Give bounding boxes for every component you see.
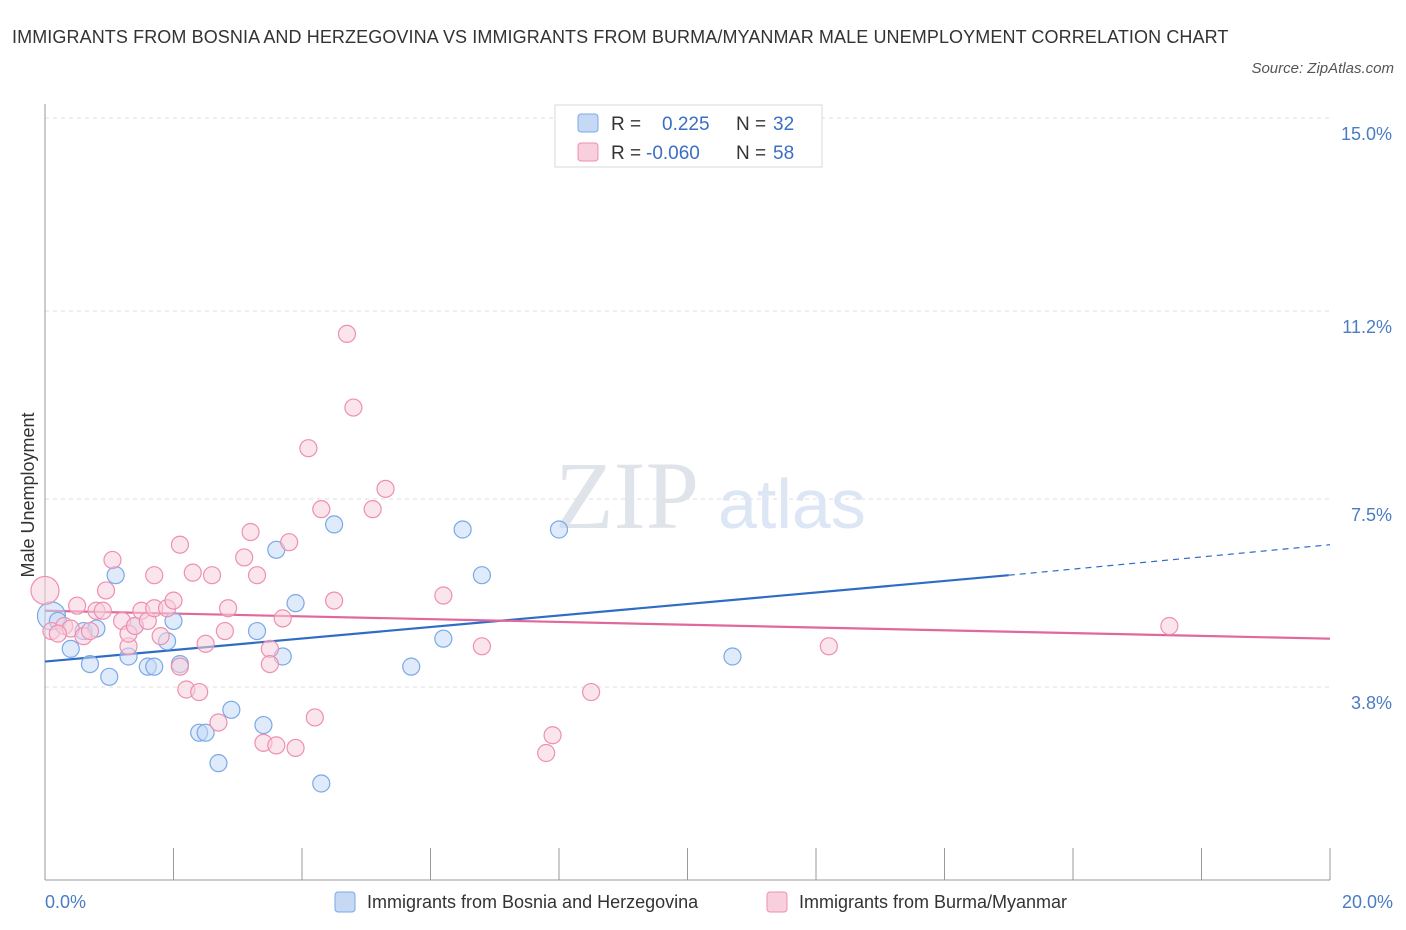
trend-line-pink (44, 609, 1331, 640)
burma-point-10 (103, 550, 122, 570)
legend-swatch-pink (577, 142, 599, 162)
bosnia-point-4 (80, 654, 100, 674)
bottom-legend-label-pink: Immigrants from Burma/Myanmar (799, 892, 1067, 912)
watermark-atlas: atlas (718, 465, 866, 543)
bosnia-point-17 (209, 754, 228, 773)
bosnia-point-24 (312, 774, 331, 793)
burma-point-56 (1160, 616, 1179, 636)
burma-point-23 (170, 535, 190, 554)
burma-point-0 (30, 575, 60, 606)
bosnia-point-7 (106, 566, 125, 585)
burma-point-49 (376, 479, 395, 498)
burma-point-21 (164, 591, 183, 610)
burma-point-41 (286, 738, 305, 758)
bosnia-point-29 (472, 566, 491, 585)
watermark-zip: ZIP (555, 442, 699, 549)
x-tick-label-max: 20.0% (1342, 892, 1393, 912)
burma-point-40 (280, 533, 299, 552)
legend-swatch-blue (577, 113, 599, 133)
burma-point-30 (215, 621, 234, 641)
bosnia-point-30 (549, 520, 569, 539)
legend-n-label-2: N = (736, 143, 766, 164)
bosnia-point-20 (254, 715, 273, 735)
bosnia-point-28 (453, 520, 472, 539)
burma-point-9 (96, 581, 116, 600)
burma-point-19 (151, 627, 170, 646)
burma-point-32 (235, 548, 254, 567)
burma-point-46 (337, 324, 357, 343)
burma-point-57 (48, 624, 67, 643)
burma-point-39 (273, 609, 292, 628)
legend-n-value-1: 32 (773, 114, 794, 135)
burma-point-6 (80, 621, 100, 641)
burma-point-47 (344, 398, 363, 417)
burma-point-50 (434, 586, 453, 605)
tick-labels: 3.8% 7.5% 11.2% 15.0% 0.0% 20.0% (45, 124, 1393, 912)
bosnia-point-27 (434, 629, 453, 648)
legend-n-value-2: 58 (773, 143, 794, 164)
axes (44, 104, 1331, 881)
burma-point-42 (299, 439, 318, 458)
bosnia-point-19 (247, 621, 267, 641)
burma-point-18 (145, 566, 164, 585)
y-tick-label-1: 7.5% (1351, 505, 1392, 525)
chart-title: IMMIGRANTS FROM BOSNIA AND HERZEGOVINA V… (12, 27, 1229, 47)
bottom-legend-swatch-blue (334, 891, 356, 913)
legend-r-label-2: R = (611, 143, 641, 164)
burma-point-37 (260, 654, 279, 674)
burma-point-22 (170, 657, 190, 676)
burma-point-25 (183, 563, 202, 582)
bottom-legend-swatch-pink (766, 891, 788, 913)
burma-point-4 (68, 596, 87, 615)
legend-box: R = 0.225 N = 32 R = -0.060 N = 58 (554, 104, 823, 168)
burma-point-38 (267, 736, 286, 755)
y-tick-label-0: 3.8% (1351, 693, 1392, 713)
burma-point-36 (260, 639, 279, 658)
legend-r-value-2: -0.060 (646, 143, 700, 164)
grid-lines (45, 117, 1330, 688)
burma-point-44 (312, 500, 331, 519)
burma-point-48 (363, 500, 382, 519)
bosnia-point-25 (325, 515, 344, 534)
bosnia-point-18 (222, 700, 241, 719)
burma-point-43 (305, 708, 324, 727)
source-label: Source: ZipAtlas.com (1251, 60, 1394, 77)
bosnia-point-6 (100, 667, 119, 686)
bottom-legend: Immigrants from Bosnia and Herzegovina I… (334, 891, 1067, 913)
bosnia-point-31 (723, 647, 742, 666)
legend-r-value-1: 0.225 (662, 114, 710, 135)
bosnia-point-2 (61, 639, 80, 658)
burma-point-31 (219, 599, 238, 618)
bosnia-point-26 (402, 657, 421, 676)
burma-point-55 (819, 637, 838, 656)
burma-point-52 (537, 743, 556, 763)
burma-point-34 (247, 566, 267, 585)
x-tick-label-min: 0.0% (45, 892, 86, 912)
burma-point-45 (325, 591, 344, 610)
trend-line-blue (44, 574, 1009, 663)
burma-point-26 (190, 682, 209, 702)
bosnia-point-23 (286, 594, 305, 613)
burma-point-33 (241, 522, 260, 542)
bosnia-point-11 (145, 657, 164, 676)
burma-point-8 (93, 601, 112, 620)
legend-n-label-1: N = (736, 114, 766, 135)
burma-point-28 (202, 566, 222, 585)
y-tick-label-2: 11.2% (1342, 317, 1392, 337)
bosnia-point-16 (196, 723, 215, 742)
data-points (30, 324, 1179, 793)
burma-point-29 (209, 713, 228, 732)
burma-point-54 (582, 682, 601, 702)
burma-point-53 (543, 726, 562, 745)
y-axis-title: Male Unemployment (18, 412, 38, 577)
burma-point-51 (472, 637, 491, 656)
bottom-legend-label-blue: Immigrants from Bosnia and Herzegovina (367, 892, 699, 912)
trend-line-blue-extension (1008, 544, 1331, 576)
legend-r-label-1: R = (611, 114, 641, 135)
y-tick-label-3: 15.0% (1341, 124, 1392, 144)
burma-point-27 (196, 634, 215, 653)
